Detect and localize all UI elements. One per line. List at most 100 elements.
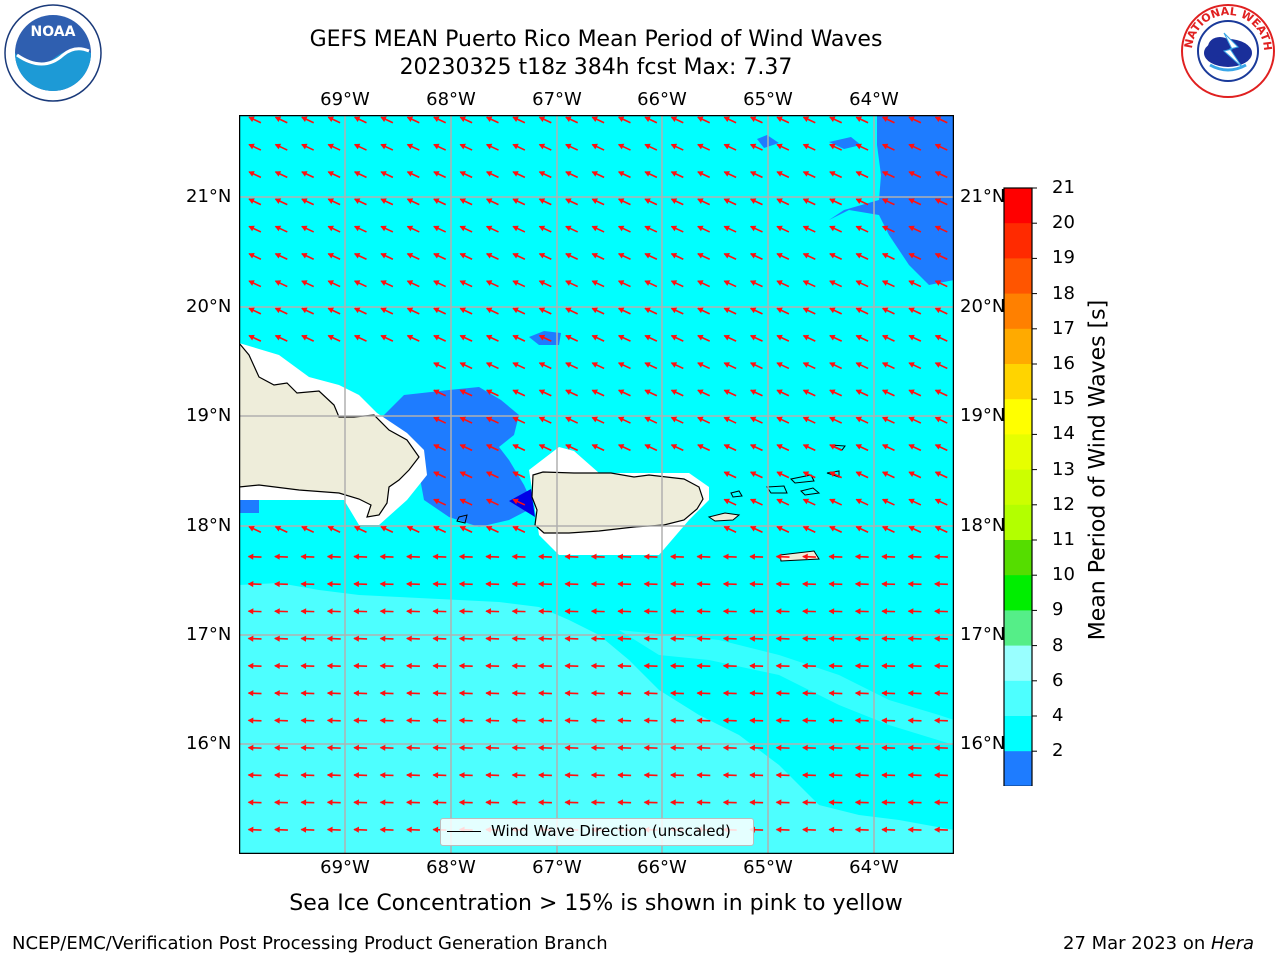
wind-wave-arrow bbox=[326, 690, 341, 697]
wind-wave-arrow bbox=[327, 525, 341, 533]
wind-wave-arrow bbox=[565, 307, 579, 315]
wind-wave-arrow bbox=[907, 744, 922, 751]
wind-wave-arrow bbox=[802, 498, 816, 506]
wind-wave-arrow bbox=[485, 772, 500, 779]
wind-wave-arrow bbox=[432, 717, 447, 724]
colorbar-tick-label: 4 bbox=[1052, 705, 1064, 726]
wind-wave-arrow bbox=[723, 225, 737, 233]
wind-wave-arrow bbox=[881, 498, 895, 506]
wind-wave-arrow bbox=[538, 553, 552, 560]
wind-wave-arrow bbox=[459, 389, 473, 397]
colorbar-segment bbox=[1004, 645, 1032, 682]
wind-wave-arrow bbox=[274, 717, 288, 724]
wind-wave-arrow bbox=[274, 608, 288, 615]
wind-wave-arrow bbox=[749, 389, 763, 397]
colorbar-tick-label: 15 bbox=[1052, 388, 1075, 410]
wind-wave-arrow bbox=[591, 307, 605, 315]
wind-wave-arrow bbox=[907, 717, 922, 724]
wind-wave-arrow bbox=[802, 471, 816, 479]
wind-wave-arrow bbox=[565, 362, 579, 370]
colorbar-segment bbox=[1004, 680, 1032, 717]
wind-wave-arrow bbox=[802, 717, 816, 724]
wind-wave-arrow bbox=[723, 416, 737, 424]
wind-wave-arrow bbox=[485, 635, 500, 642]
sea-zone-2-4-ne bbox=[829, 115, 954, 285]
wind-wave-arrow bbox=[538, 799, 552, 806]
wind-wave-arrow bbox=[379, 553, 394, 560]
wind-wave-arrow bbox=[829, 252, 843, 260]
wind-wave-arrow bbox=[327, 171, 341, 179]
wind-wave-arrow bbox=[353, 717, 368, 724]
wind-wave-arrow bbox=[829, 116, 843, 124]
wind-wave-arrow bbox=[379, 608, 394, 615]
wind-wave-arrow bbox=[327, 307, 341, 315]
wind-wave-arrow bbox=[512, 116, 526, 124]
wind-wave-arrow bbox=[776, 171, 790, 179]
wind-wave-arrow bbox=[326, 608, 341, 615]
wind-wave-arrow bbox=[433, 416, 447, 424]
wind-wave-arrow bbox=[433, 389, 447, 397]
wind-wave-arrow bbox=[802, 225, 816, 233]
lat-label-right-21n: 21°N bbox=[960, 186, 1006, 207]
wind-wave-arrow bbox=[855, 334, 869, 342]
wind-wave-arrow bbox=[248, 143, 262, 151]
wind-wave-arrow bbox=[934, 772, 948, 779]
wind-wave-arrow bbox=[564, 553, 579, 560]
wind-wave-arrow bbox=[934, 198, 948, 206]
wind-wave-arrow bbox=[829, 225, 843, 233]
wind-wave-arrow bbox=[512, 471, 526, 479]
wind-wave-arrow bbox=[617, 635, 632, 642]
wind-wave-arrow bbox=[696, 553, 711, 560]
wind-wave-arrow bbox=[881, 252, 895, 260]
wind-wave-arrow bbox=[934, 690, 948, 697]
wind-wave-arrow bbox=[406, 116, 420, 124]
wind-wave-arrow bbox=[458, 662, 473, 670]
wind-wave-arrow bbox=[749, 362, 763, 370]
wind-wave-arrow bbox=[802, 116, 816, 124]
wind-wave-arrow bbox=[353, 826, 368, 833]
wind-wave-arrow bbox=[934, 662, 948, 670]
wind-wave-arrow bbox=[564, 580, 579, 588]
wind-wave-arrow bbox=[247, 553, 262, 560]
wind-wave-arrow bbox=[775, 772, 790, 779]
wind-wave-arrow bbox=[776, 198, 790, 206]
colorbar-segment bbox=[1004, 223, 1032, 259]
wind-wave-arrow bbox=[565, 116, 579, 124]
wind-wave-arrow bbox=[881, 553, 896, 560]
wind-wave-arrow bbox=[855, 143, 869, 151]
wind-wave-arrow bbox=[881, 116, 895, 124]
noaa-logo: NOAA bbox=[4, 4, 102, 102]
colorbar-tick-label: 18 bbox=[1052, 282, 1075, 304]
nws-logo: NATIONAL WEATHER SERVICE bbox=[1180, 3, 1275, 98]
wind-wave-arrow bbox=[722, 717, 737, 724]
wind-wave-arrow bbox=[274, 252, 288, 260]
wind-wave-arrow bbox=[485, 280, 499, 288]
wind-wave-arrow bbox=[907, 799, 922, 806]
wind-wave-arrow bbox=[908, 334, 922, 342]
wind-wave-arrow bbox=[776, 116, 790, 124]
wind-wave-arrow bbox=[512, 498, 526, 506]
wind-wave-arrow bbox=[644, 389, 658, 397]
wind-wave-arrow bbox=[432, 662, 447, 670]
wind-wave-arrow bbox=[485, 171, 499, 179]
wind-wave-arrow bbox=[433, 116, 447, 124]
lat-label-left-20n: 20°N bbox=[186, 296, 232, 317]
colorbar-tick-label: 9 bbox=[1052, 599, 1064, 621]
wind-wave-arrow bbox=[538, 116, 552, 124]
wind-wave-arrow bbox=[828, 690, 843, 697]
wind-wave-arrow bbox=[854, 662, 869, 670]
wind-wave-arrow bbox=[644, 416, 658, 424]
wind-wave-arrow bbox=[459, 198, 473, 206]
wind-wave-arrow bbox=[670, 252, 684, 260]
wind-wave-arrow bbox=[723, 116, 737, 124]
colorbar-tick-label: 17 bbox=[1052, 317, 1075, 339]
wind-wave-arrow bbox=[433, 225, 447, 233]
wind-wave-arrow bbox=[749, 334, 763, 342]
lon-label-top-69w: 69°W bbox=[320, 89, 370, 110]
lat-label-right-17n: 17°N bbox=[960, 624, 1006, 645]
wind-wave-arrow bbox=[564, 799, 579, 806]
wind-wave-arrow bbox=[300, 744, 315, 751]
wind-wave-arrow bbox=[301, 116, 315, 124]
wind-wave-arrow bbox=[380, 334, 394, 342]
wind-wave-arrow bbox=[934, 334, 948, 342]
